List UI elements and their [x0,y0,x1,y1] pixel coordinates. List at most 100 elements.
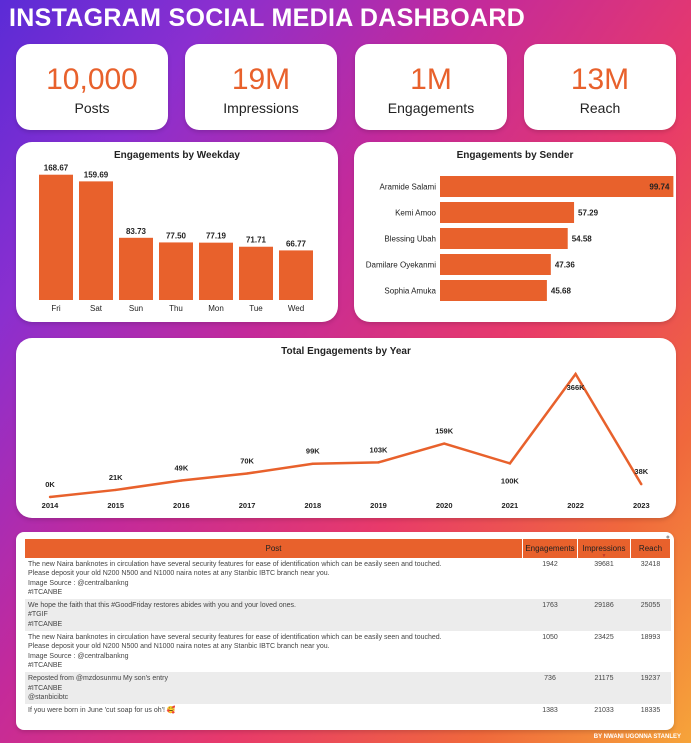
kpi-card-impressions: 19M Impressions [185,44,337,130]
kpi-value: 13M [570,63,630,96]
post-cell: The new Naira banknotes in circulation h… [28,561,442,596]
data-point [377,461,380,464]
data-point [640,483,643,486]
tick-label: Kemi Amoo [395,209,436,218]
impressions-cell: 21033 [594,707,614,715]
bar [39,174,73,300]
data-point [443,442,446,445]
author-credit: BY NWANI UGONNA STANLEY [593,734,681,740]
bar [440,202,575,223]
reach-cell: 18993 [640,634,661,642]
bar [279,250,313,300]
series-line [49,371,643,499]
kpi-card-posts: 10,000 Posts [16,44,168,130]
data-label: 103K [370,445,389,454]
table-row[interactable]: Reposted from @mzdosunmu My son's entry … [25,672,671,705]
column-header-label: Impressions [582,544,626,553]
tick-label: 2022 [567,501,584,510]
chart-title: Engagements by Weekday [114,150,240,161]
data-label: 99.74 [649,183,670,192]
kpi-card-reach: 13M Reach [524,44,676,130]
table-row[interactable]: We hope the faith that this #GoodFriday … [25,599,671,632]
column-header-reach[interactable]: Reach [630,539,672,558]
bar [440,176,674,197]
weekday-chart-card: Engagements by Weekday 168.67 Fri 159.69 Sa… [16,142,338,322]
data-label: 21K [109,473,123,482]
data-point [48,495,52,499]
kpi-value: 19M [231,63,291,96]
kpi-value: 10,000 [46,63,138,96]
sender-chart: Aramide Salami 99.74 Kemi Amoo 57.29 Blessin… [366,176,674,301]
data-label: 77.50 [166,231,187,240]
data-label: 100K [501,476,520,485]
posts-table: Post Engagements Impressions ▼ Reach The… [25,539,672,717]
data-label: 99K [306,447,320,456]
tick-label: Sun [129,304,143,313]
data-label: 57.29 [578,209,599,218]
data-point [245,472,249,475]
data-point [574,372,577,376]
data-label: 54.58 [572,235,593,244]
tick-label: Damilare Oyekanmi [366,261,436,270]
reach-cell: 19237 [630,672,671,705]
data-label: 159K [435,427,454,436]
dashboard-title: INSTAGRAM SOCIAL MEDIA DASHBOARD [9,4,526,32]
data-label: 71.71 [246,236,267,245]
data-label: 66.77 [286,239,307,248]
tick-label: 2015 [107,501,124,510]
data-label: 77.19 [206,232,227,241]
tick-label: 2017 [239,501,256,510]
engagements-cell: 1050 [542,634,558,642]
post-cell: The new Naira banknotes in circulation h… [28,634,442,669]
post-cell: If you were born in June 'cut soap for u… [28,707,176,715]
impressions-cell: 21175 [577,672,631,705]
bar [440,228,568,249]
data-point [311,462,314,465]
kpi-card-engagements: 1M Engagements [355,44,507,130]
reach-cell: 18335 [640,707,661,715]
tick-label: Blessing Ubah [384,235,436,244]
sort-desc-icon[interactable]: ▼ [601,553,607,559]
chart-title: Total Engagements by Year [281,346,411,357]
engagements-cell: 1942 [542,561,558,568]
bar [440,280,547,301]
kpi-label: Posts [74,100,110,116]
tick-label: 2014 [42,501,60,510]
bar [239,246,273,300]
year-chart-card: Total Engagements by Year 0K 2014 21K 2015 4… [16,338,676,518]
column-header-engagements[interactable]: Engagements [522,539,578,558]
table-row[interactable]: The new Naira banknotes in circulation h… [25,631,671,672]
post-cell: We hope the faith that this #GoodFriday … [25,599,523,632]
tick-label: Wed [288,304,304,313]
table-row[interactable]: The new Naira banknotes in circulation h… [25,558,671,599]
impressions-cell: 29186 [577,599,631,632]
sender-chart-card: Engagements by Sender Aramide Salami 99.7… [354,142,676,322]
tick-label: Sat [90,304,103,313]
tick-label: 2023 [633,501,650,510]
tick-label: Mon [208,304,224,313]
table-row[interactable]: If you were born in June 'cut soap for u… [25,704,671,717]
posts-table-card: ● Post Engagements Impressions ▼ Reach T… [16,532,674,730]
engagements-cell: 736 [522,672,578,705]
post-cell: Reposted from @mzdosunmu My son's entry … [25,672,523,705]
bar [79,181,113,300]
data-label: 159.69 [84,170,109,179]
data-label: 366K [567,383,586,392]
tick-label: 2018 [304,501,321,510]
tick-label: Sophia Amuka [384,287,436,296]
reach-cell: 25055 [630,599,671,632]
kpi-value: 1M [410,63,452,96]
column-header-impressions[interactable]: Impressions ▼ [577,539,631,559]
weekday-chart: 168.67 Fri 159.69 Sat 83.73 Sun 77.50 Thu 77.19 M… [39,164,313,313]
tick-label: Tue [249,304,263,313]
data-label: 49K [175,464,189,473]
engagements-cell: 1763 [522,599,578,632]
data-point [180,479,183,482]
bar [440,254,551,275]
tick-label: 2020 [436,501,453,510]
scroll-indicator-icon[interactable]: ● [665,534,670,541]
tick-label: 2016 [173,501,190,510]
impressions-cell: 23425 [594,634,614,642]
column-header-post[interactable]: Post [25,539,524,558]
data-label: 0K [45,480,55,489]
